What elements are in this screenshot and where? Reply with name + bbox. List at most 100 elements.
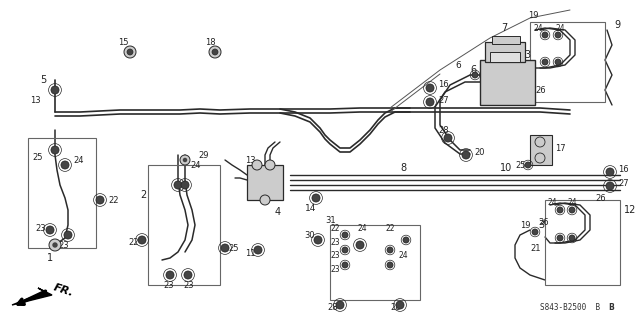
Text: 18: 18 (205, 37, 216, 46)
Text: 24: 24 (357, 223, 367, 233)
Polygon shape (12, 288, 52, 305)
Text: 23: 23 (183, 281, 194, 290)
Circle shape (183, 158, 188, 162)
Text: FR.: FR. (52, 282, 75, 298)
Text: 28: 28 (438, 125, 449, 134)
Circle shape (212, 49, 218, 55)
Text: 13: 13 (30, 95, 40, 105)
Text: 16: 16 (438, 79, 449, 89)
Circle shape (181, 181, 189, 189)
Text: 25: 25 (32, 153, 42, 162)
Text: 23: 23 (163, 281, 173, 290)
Circle shape (532, 229, 538, 235)
Circle shape (166, 271, 174, 279)
Text: 3: 3 (524, 50, 530, 60)
Text: 28: 28 (327, 303, 338, 313)
Circle shape (127, 49, 133, 55)
Circle shape (403, 237, 409, 243)
Circle shape (535, 153, 545, 163)
Text: 24: 24 (190, 161, 200, 170)
Circle shape (252, 160, 262, 170)
Circle shape (49, 239, 61, 251)
Bar (485, 42, 525, 62)
Bar (28, 138, 96, 248)
Text: 25: 25 (515, 161, 525, 170)
Circle shape (557, 235, 563, 241)
Text: 30: 30 (304, 230, 315, 239)
Circle shape (180, 155, 190, 165)
Circle shape (342, 262, 348, 268)
Circle shape (342, 247, 348, 253)
Text: 26: 26 (535, 85, 546, 94)
Text: 27: 27 (618, 179, 628, 188)
Circle shape (52, 242, 58, 248)
Circle shape (312, 194, 320, 202)
Circle shape (336, 301, 344, 309)
Circle shape (387, 247, 393, 253)
Circle shape (96, 196, 104, 204)
Circle shape (265, 160, 275, 170)
Text: 22: 22 (330, 223, 339, 233)
Bar (247, 165, 283, 200)
Text: 26: 26 (538, 218, 548, 227)
Text: 23: 23 (58, 241, 68, 250)
Text: 24: 24 (568, 197, 578, 206)
Text: 27: 27 (438, 95, 449, 105)
Circle shape (124, 46, 136, 58)
Circle shape (555, 59, 561, 65)
Text: 15: 15 (118, 37, 129, 46)
Circle shape (535, 137, 545, 147)
Circle shape (260, 195, 270, 205)
Text: 28: 28 (390, 303, 401, 313)
Circle shape (221, 244, 229, 252)
Circle shape (525, 162, 531, 168)
Text: 19: 19 (520, 220, 531, 229)
Text: 23: 23 (330, 266, 340, 275)
Text: 9: 9 (614, 20, 620, 30)
Text: 12: 12 (624, 205, 636, 215)
Bar (480, 60, 535, 105)
Text: 24: 24 (547, 197, 557, 206)
Text: 22: 22 (385, 223, 394, 233)
Text: 29: 29 (198, 150, 209, 159)
Circle shape (209, 46, 221, 58)
Circle shape (174, 181, 182, 189)
Text: 22: 22 (128, 237, 138, 246)
Circle shape (138, 236, 146, 244)
Circle shape (462, 151, 470, 159)
Circle shape (254, 246, 262, 254)
Circle shape (61, 161, 69, 169)
Circle shape (555, 32, 561, 38)
Circle shape (396, 301, 404, 309)
Bar (530, 135, 552, 165)
Bar (330, 225, 420, 300)
Circle shape (472, 72, 478, 78)
Circle shape (46, 226, 54, 234)
Text: 19: 19 (528, 11, 538, 20)
Circle shape (356, 241, 364, 249)
Text: 25: 25 (228, 244, 239, 252)
Text: 14: 14 (305, 204, 316, 212)
Text: 23: 23 (35, 223, 45, 233)
Circle shape (569, 235, 575, 241)
Text: 24: 24 (555, 23, 564, 33)
Bar (148, 165, 220, 285)
Circle shape (426, 98, 434, 106)
Text: 17: 17 (555, 143, 566, 153)
Text: 16: 16 (618, 164, 628, 173)
Text: 23: 23 (330, 252, 340, 260)
Circle shape (64, 231, 72, 239)
Text: 21: 21 (530, 244, 541, 252)
Text: 22: 22 (108, 196, 118, 204)
Circle shape (342, 232, 348, 238)
Text: 6: 6 (470, 65, 476, 75)
Circle shape (444, 134, 452, 142)
Bar (545, 200, 620, 285)
Text: B: B (608, 303, 614, 312)
Text: 5: 5 (40, 75, 46, 85)
Text: 3: 3 (538, 220, 544, 230)
Circle shape (606, 168, 614, 176)
Circle shape (557, 207, 563, 213)
Circle shape (542, 59, 548, 65)
Text: 2: 2 (140, 190, 147, 200)
